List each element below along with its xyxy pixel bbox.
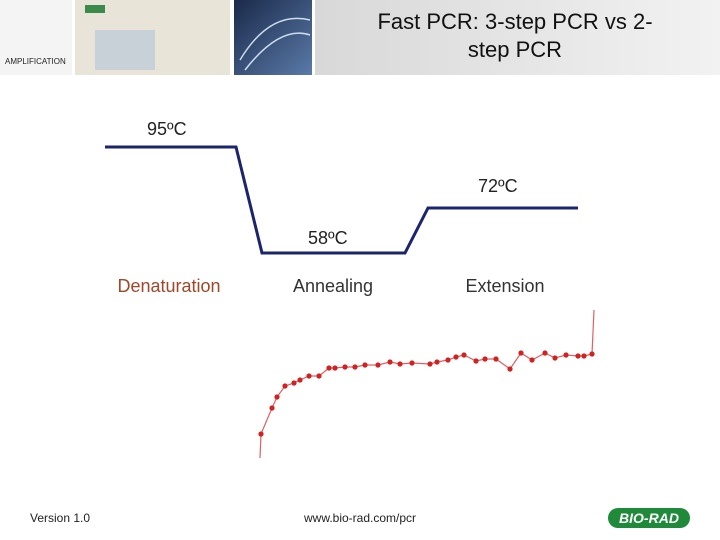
temperature-label: 58ºC — [308, 228, 348, 248]
header-band — [315, 0, 720, 75]
url: www.bio-rad.com/pcr — [303, 511, 417, 525]
step-label: Annealing — [292, 276, 374, 296]
header-photo — [234, 0, 312, 75]
photo-detail — [95, 30, 155, 70]
temperature-label: 72ºC — [478, 176, 518, 196]
version: Version 1.0 — [29, 511, 91, 525]
header-blank — [0, 0, 72, 75]
curve-dots — [258, 350, 595, 437]
temperature-profile — [105, 145, 578, 255]
section-label: AMPLIFICATION — [5, 57, 66, 66]
logo: BIO-RAD — [608, 508, 690, 528]
temperature-label: 95ºC — [147, 119, 187, 139]
step-label: Extension — [465, 276, 545, 296]
photo-detail — [85, 5, 105, 13]
step-label: Denaturation — [117, 276, 221, 296]
slide-title: Fast PCR: 3-step PCR vs 2-step PCR — [377, 9, 653, 62]
photo-detail — [239, 17, 311, 71]
amplification-curve — [259, 309, 595, 459]
